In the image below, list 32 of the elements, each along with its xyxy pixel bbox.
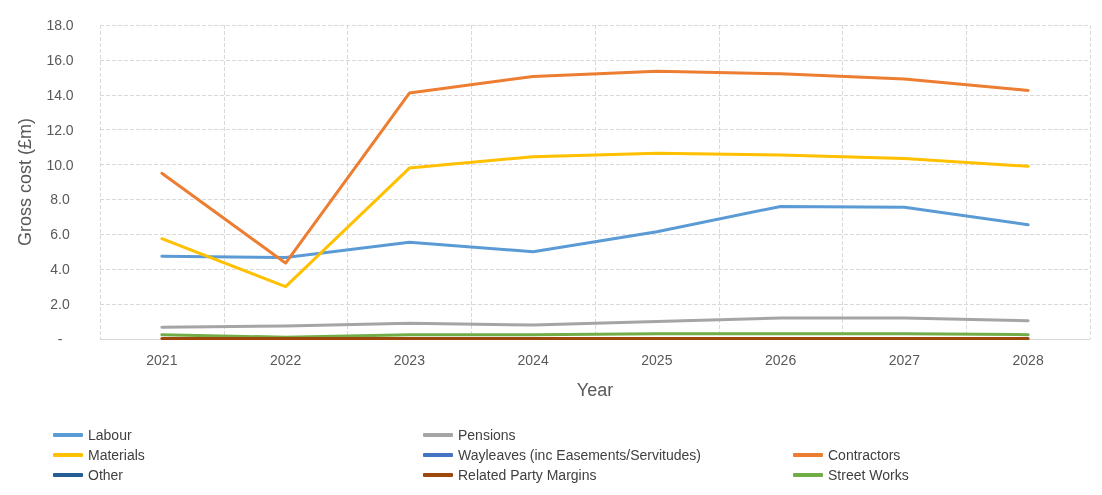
legend-label: Materials xyxy=(88,447,145,463)
x-tick-label: 2024 xyxy=(517,352,549,368)
y-tick-label: 8.0 xyxy=(50,191,70,208)
x-tick-label: 2027 xyxy=(888,352,921,368)
line-series xyxy=(160,69,1030,265)
legend-label: Street Works xyxy=(828,467,909,483)
y-tick-label: 18.0 xyxy=(46,17,74,33)
y-tick-label: 10.0 xyxy=(46,156,74,173)
y-tick-label: - xyxy=(57,331,63,347)
legend-label: Wayleaves (inc Easements/Servitudes) xyxy=(458,447,702,463)
y-tick-label: 6.0 xyxy=(50,226,70,243)
legend-label: Labour xyxy=(88,427,132,443)
y-tick-label: 12.0 xyxy=(46,121,74,138)
y-axis-title: Gross cost (£m) xyxy=(15,117,35,247)
legend-label: Contractors xyxy=(828,447,901,463)
legend-label: Other xyxy=(88,467,124,483)
y-tick-label: 2.0 xyxy=(50,296,70,313)
line-series xyxy=(160,316,1030,329)
y-tick-label: 16.0 xyxy=(46,51,74,68)
x-tick-label: 2028 xyxy=(1012,352,1044,368)
y-tick-label: 4.0 xyxy=(50,261,70,278)
legend-label: Related Party Margins xyxy=(458,467,597,483)
x-axis-title: Year xyxy=(576,380,614,400)
x-tick-label: 2023 xyxy=(393,352,426,368)
legend-label: Pensions xyxy=(458,427,516,443)
x-tick-label: 2025 xyxy=(641,352,673,368)
line-series xyxy=(160,151,1030,289)
x-tick-label: 2021 xyxy=(146,352,178,368)
x-tick-label: 2022 xyxy=(270,352,302,368)
line-series xyxy=(160,204,1030,260)
y-tick-label: 14.0 xyxy=(46,86,74,103)
x-tick-label: 2026 xyxy=(765,352,797,368)
